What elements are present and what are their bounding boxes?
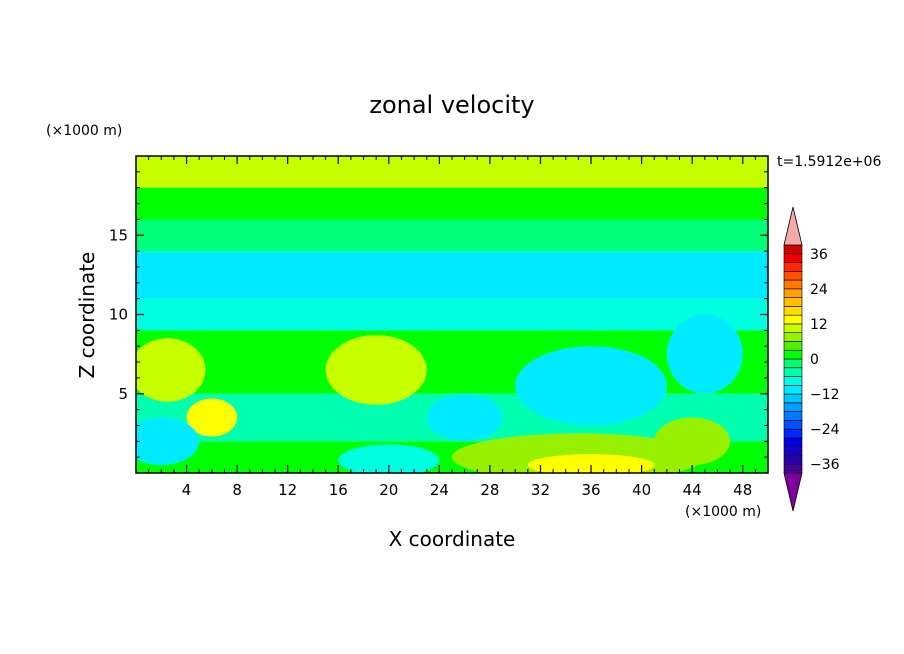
colorbar-swatch [783, 341, 803, 351]
y-axis-unit: (×1000 m) [46, 123, 122, 139]
colorbar-swatch [783, 463, 803, 474]
x-tick-label: 44 [683, 481, 702, 499]
colorbar-swatch [783, 349, 803, 360]
x-tick-label: 12 [278, 481, 297, 499]
x-tick-label: 32 [531, 481, 550, 499]
colorbar-tick-label: 24 [810, 282, 828, 298]
y-tick-label: 5 [118, 385, 128, 403]
colorbar-swatch [783, 376, 803, 386]
colorbar-swatch [783, 306, 803, 316]
colorbar-extend-min [783, 472, 803, 512]
y-tick-label: 15 [109, 226, 128, 244]
x-axis-ticks: 4 8 12 16 20 24 28 32 36 40 44 48 [148, 156, 756, 499]
x-tick-label: 40 [632, 481, 651, 499]
x-tick-label: 24 [430, 481, 449, 499]
x-tick-label: 4 [182, 481, 192, 499]
chart-title: zonal velocity [369, 91, 534, 119]
field-feature [666, 314, 743, 394]
colorbar-tick-label: 12 [810, 317, 828, 333]
field-feature [136, 417, 200, 466]
colorbar-swatch [783, 297, 803, 307]
colorbar-swatch [783, 428, 803, 439]
field-feature [527, 453, 655, 473]
x-tick-label: 36 [581, 481, 600, 499]
field-feature [338, 444, 440, 473]
x-axis-unit: (×1000 m) [685, 504, 761, 520]
contour-field [136, 156, 768, 473]
colorbar-tick-label: 0 [810, 352, 819, 368]
colorbar-swatch [783, 253, 803, 263]
field-band [136, 219, 768, 252]
time-label: t=1.5912e+06 [777, 154, 881, 170]
x-tick-label: 28 [480, 481, 499, 499]
colorbar-swatch [783, 385, 803, 395]
y-axis-label: Z coordinate [75, 252, 99, 379]
y-tick-label: 10 [109, 306, 128, 324]
colorbar-swatch [783, 332, 803, 342]
colorbar-swatch [783, 411, 803, 421]
field-feature [654, 417, 731, 466]
colorbar-swatch [783, 367, 803, 377]
x-axis-label: X coordinate [389, 527, 516, 551]
colorbar-swatch [783, 358, 803, 369]
field-feature [325, 335, 427, 405]
colorbar-swatch [783, 262, 803, 272]
colorbar-swatch [783, 446, 803, 456]
colorbar-tick-label: 36 [810, 247, 828, 263]
field-feature [426, 393, 503, 442]
field-band [136, 251, 768, 299]
colorbar-tick-label: −12 [810, 387, 840, 403]
field-feature [186, 398, 238, 437]
colorbar: −36 −24 −12 0 12 24 36 [783, 206, 840, 512]
colorbar-swatch [783, 402, 803, 412]
colorbar-extend-max [783, 206, 803, 246]
colorbar-swatch [783, 288, 803, 298]
x-tick-label: 16 [329, 481, 348, 499]
colorbar-tick-label: −24 [810, 422, 840, 438]
x-tick-label: 48 [733, 481, 752, 499]
field-band [136, 187, 768, 220]
x-tick-label: 8 [232, 481, 242, 499]
field-band [136, 298, 768, 331]
colorbar-swatch [783, 323, 803, 333]
y-axis-ticks: 5 10 15 [109, 171, 768, 458]
field-band [136, 156, 768, 188]
field-feature [515, 346, 667, 426]
colorbar-swatch [783, 455, 803, 465]
field-feature [136, 338, 206, 402]
colorbar-swatch [783, 244, 803, 255]
colorbar-swatch [783, 314, 803, 325]
colorbar-swatch [783, 393, 803, 404]
colorbar-swatch [783, 437, 803, 447]
colorbar-tick-label: −36 [810, 457, 840, 473]
colorbar-swatch [783, 271, 803, 281]
x-tick-label: 20 [379, 481, 398, 499]
colorbar-swatch [783, 279, 803, 290]
colorbar-swatch [783, 420, 803, 430]
